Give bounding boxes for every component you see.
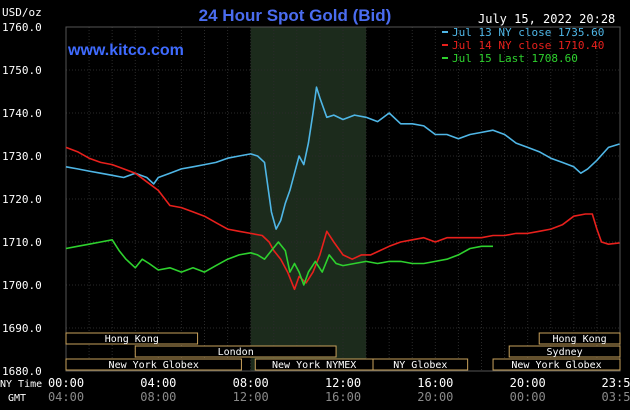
session-bar: [538, 332, 621, 345]
x-tick-label-secondary: 16:00: [325, 390, 361, 404]
session-bar: [134, 345, 337, 358]
x-tick-label: 23:59: [602, 376, 630, 390]
x-tick-label: 12:00: [325, 376, 361, 390]
legend-entry: Jul 14 NY close 1710.40: [452, 39, 604, 52]
watermark: www.kitco.com: [67, 42, 184, 59]
y-tick-label: 1730.0: [2, 150, 42, 163]
series-line-3: [65, 239, 493, 286]
x-axis-secondary-name: GMT: [8, 393, 26, 404]
legend-entry: Jul 13 NY close 1735.60: [452, 26, 604, 39]
x-tick-label: 20:00: [510, 376, 546, 390]
y-tick-label: 1740.0: [2, 107, 42, 120]
session-label: Hong Kong: [105, 334, 159, 345]
series-line-1: [65, 86, 620, 230]
x-tick-label-secondary: 20:00: [417, 390, 453, 404]
y-tick-label: 1760.0: [2, 21, 42, 34]
y-tick-label: 1700.0: [2, 279, 42, 292]
session-label: London: [218, 347, 254, 358]
x-axis-primary-name: NY Time: [0, 379, 42, 390]
chart-title: 24 Hour Spot Gold (Bid): [199, 6, 392, 25]
x-tick-label-secondary: 00:00: [510, 390, 546, 404]
y-tick-label: 1690.0: [2, 322, 42, 335]
y-tick-label: 1750.0: [2, 64, 42, 77]
session-bar: [65, 358, 242, 371]
y-tick-label: 1720.0: [2, 193, 42, 206]
session-label: New York Globex: [511, 360, 601, 371]
session-label: Hong Kong: [553, 334, 607, 345]
x-tick-label-secondary: 04:00: [48, 390, 84, 404]
plot-frame: [65, 26, 621, 372]
y-tick-label: 1680.0: [2, 365, 42, 378]
x-tick-label: 04:00: [140, 376, 176, 390]
session-bar: [492, 358, 621, 371]
session-bar: [65, 332, 199, 345]
timestamp: July 15, 2022 20:28: [478, 12, 615, 26]
x-tick-label-secondary: 08:00: [140, 390, 176, 404]
session-label: New York Globex: [109, 360, 199, 371]
session-bar: [508, 345, 621, 358]
session-label: NY Globex: [393, 360, 447, 371]
x-tick-label: 16:00: [417, 376, 453, 390]
legend-entry: Jul 15 Last 1708.60: [452, 52, 578, 65]
session-label: Sydney: [547, 347, 583, 358]
y-tick-label: 1710.0: [2, 236, 42, 249]
y-axis-label: USD/oz: [2, 6, 42, 19]
session-label: New York NYMEX: [272, 360, 356, 371]
series-line-2: [65, 146, 620, 291]
x-tick-label-secondary: 03:59: [602, 390, 630, 404]
x-tick-label-secondary: 12:00: [233, 390, 269, 404]
session-bar: [372, 358, 469, 371]
x-tick-label: 08:00: [233, 376, 269, 390]
x-tick-label: 00:00: [48, 376, 84, 390]
